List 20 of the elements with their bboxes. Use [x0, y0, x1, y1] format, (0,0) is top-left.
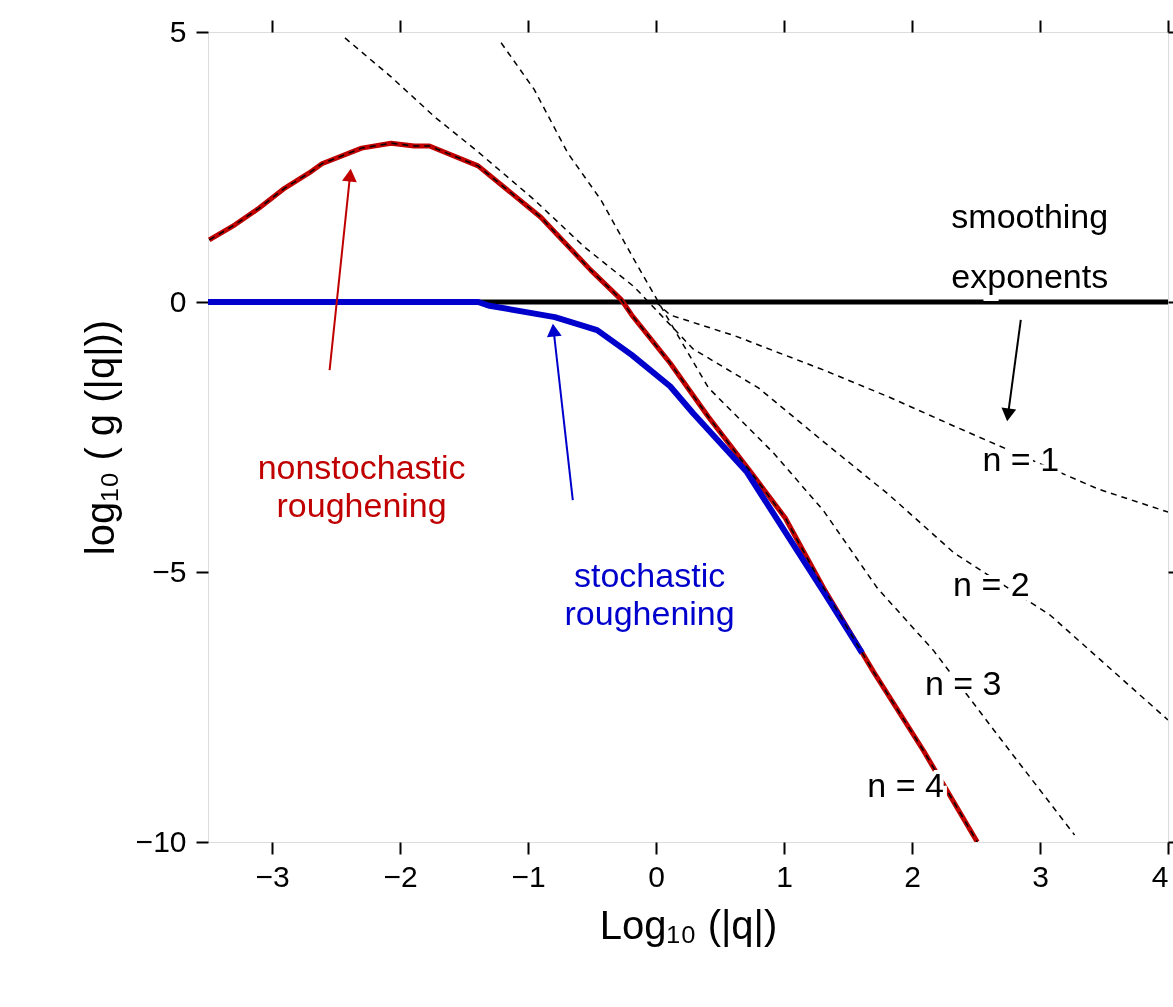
series-label: n = 4 — [867, 765, 944, 804]
series-label: n = 3 — [924, 664, 1002, 703]
y-tick-label: −5 — [152, 554, 187, 588]
x-tick-label: 0 — [648, 859, 665, 893]
x-tick-label: −1 — [511, 859, 546, 893]
legend-label: n = 1 — [982, 440, 1060, 479]
y-tick-label: 0 — [169, 284, 187, 318]
y-axis-title: log₁₀ ( g (|q|)) — [77, 319, 122, 556]
x-tick-label: −3 — [255, 859, 290, 893]
series-label: stochastic roughening — [564, 556, 735, 633]
y-tick-label: −10 — [135, 824, 187, 858]
series-label: n = 2 — [953, 564, 1030, 603]
y-tick-label: 5 — [169, 14, 187, 48]
text: nonstochastic roughening — [257, 448, 466, 525]
x-tick-label: 2 — [904, 859, 921, 893]
x-axis-title: Log₁₀ (|q|) — [599, 902, 778, 947]
x-tick-label: −2 — [383, 859, 418, 893]
x-tick-label: 1 — [776, 859, 793, 893]
x-tick-label: 3 — [1032, 859, 1049, 893]
x-tick-label: 4 — [1151, 859, 1169, 893]
